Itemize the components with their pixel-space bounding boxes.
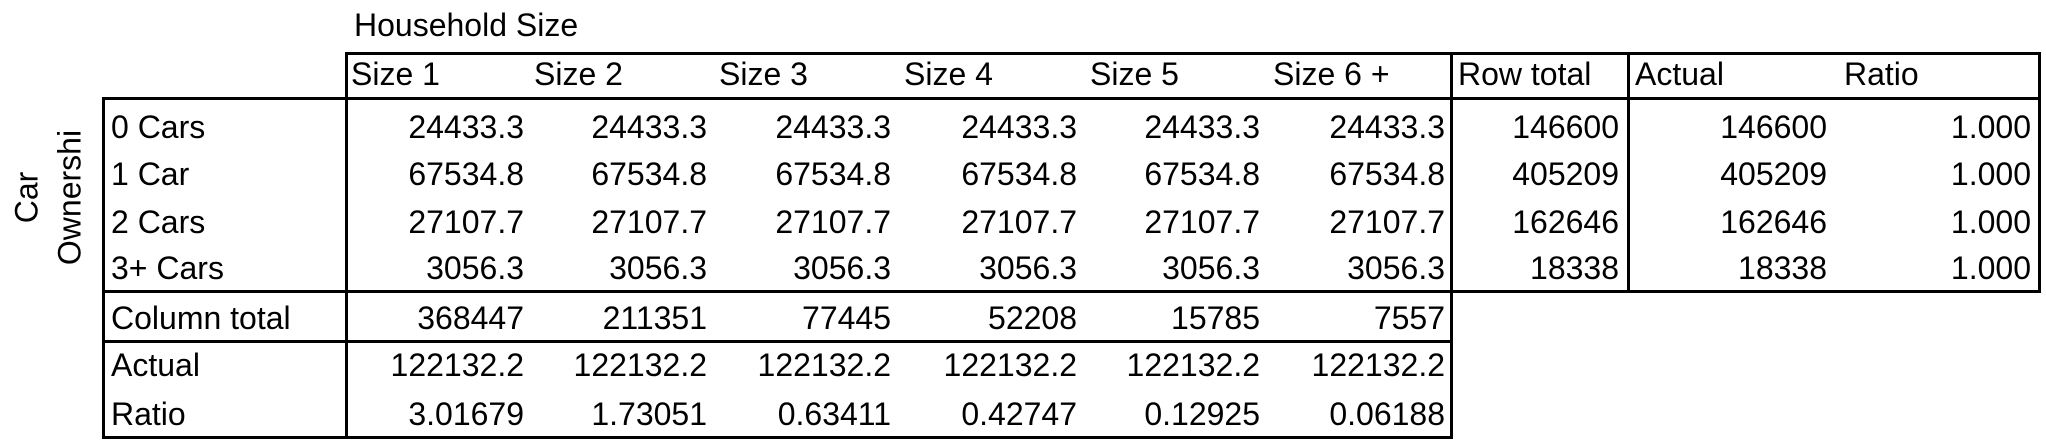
table-cell: 27107.7 xyxy=(1144,204,1260,240)
table-cell: 3056.3 xyxy=(426,250,524,286)
table-cell: 27107.7 xyxy=(408,204,524,240)
actual-row-cell: 122132.2 xyxy=(1311,347,1445,383)
ratio-cell: 1.000 xyxy=(1950,250,2031,286)
col-header-4: Size 4 xyxy=(904,56,993,92)
table-cell: 67534.8 xyxy=(1329,156,1445,192)
ratio-header: Ratio xyxy=(1844,56,1919,92)
ratio-row-cell: 0.12925 xyxy=(1144,396,1260,432)
column-total-cell: 368447 xyxy=(417,300,524,336)
body-actual-ratio-box xyxy=(1627,97,2041,293)
table-cell: 67534.8 xyxy=(408,156,524,192)
table-cell: 27107.7 xyxy=(1329,204,1445,240)
ratio-row-cell: 0.63411 xyxy=(777,396,891,432)
table-cell: 67534.8 xyxy=(591,156,707,192)
column-total-cell: 77445 xyxy=(802,300,891,336)
table-cell: 3056.3 xyxy=(609,250,707,286)
col-header-2: Size 2 xyxy=(534,56,623,92)
table-cell: 27107.7 xyxy=(591,204,707,240)
table-cell: 27107.7 xyxy=(961,204,1077,240)
col-header-5: Size 5 xyxy=(1090,56,1179,92)
table-cell: 3056.3 xyxy=(979,250,1077,286)
row-group-title-line2: Ownershi xyxy=(51,129,88,266)
ratio-row-cell: 3.01679 xyxy=(408,396,524,432)
row-label: 3+ Cars xyxy=(111,250,224,286)
ratio-cell: 1.000 xyxy=(1950,204,2031,240)
table-cell: 27107.7 xyxy=(775,204,891,240)
ratio-row-cell: 0.42747 xyxy=(961,396,1077,432)
actual-row-label: Actual xyxy=(111,347,200,383)
row-total-cell: 162646 xyxy=(1512,204,1619,240)
col-header-6: Size 6 + xyxy=(1273,56,1390,92)
col-header-1: Size 1 xyxy=(351,56,440,92)
actual-row-cell: 122132.2 xyxy=(943,347,1077,383)
table-cell: 24433.3 xyxy=(408,109,524,145)
ratio-row-label: Ratio xyxy=(111,396,186,432)
column-total-cell: 52208 xyxy=(988,300,1077,336)
row-label: 1 Car xyxy=(111,156,190,192)
table-cell: 3056.3 xyxy=(1347,250,1445,286)
actual-header: Actual xyxy=(1635,56,1724,92)
column-total-label: Column total xyxy=(111,300,291,336)
table-cell: 67534.8 xyxy=(961,156,1077,192)
column-total-divider xyxy=(345,290,348,439)
row-label: 2 Cars xyxy=(111,204,206,240)
table-cell: 24433.3 xyxy=(591,109,707,145)
table-cell: 67534.8 xyxy=(775,156,891,192)
row-total-cell: 146600 xyxy=(1512,109,1619,145)
ratio-row-cell: 0.06188 xyxy=(1329,396,1445,432)
column-total-cell: 7557 xyxy=(1373,300,1445,336)
ratio-cell: 1.000 xyxy=(1950,156,2031,192)
row-total-header: Row total xyxy=(1458,56,1592,92)
ratio-row-cell: 1.73051 xyxy=(591,396,707,432)
column-total-cell: 15785 xyxy=(1171,300,1260,336)
row-total-cell: 18338 xyxy=(1530,250,1619,286)
col-header-3: Size 3 xyxy=(719,56,808,92)
table-cell: 24433.3 xyxy=(1144,109,1260,145)
row-label: 0 Cars xyxy=(111,109,206,145)
table-cell: 3056.3 xyxy=(793,250,891,286)
table-cell: 3056.3 xyxy=(1162,250,1260,286)
table-cell: 67534.8 xyxy=(1144,156,1260,192)
actual-cell: 162646 xyxy=(1720,204,1827,240)
actual-row-cell: 122132.2 xyxy=(757,347,891,383)
table-cell: 24433.3 xyxy=(1329,109,1445,145)
row-total-cell: 405209 xyxy=(1512,156,1619,192)
actual-row-cell: 122132.2 xyxy=(573,347,707,383)
actual-cell: 146600 xyxy=(1720,109,1827,145)
table-cell: 24433.3 xyxy=(775,109,891,145)
actual-row-cell: 122132.2 xyxy=(1126,347,1260,383)
ratio-cell: 1.000 xyxy=(1950,109,2031,145)
actual-cell: 18338 xyxy=(1738,250,1827,286)
actual-row-cell: 122132.2 xyxy=(390,347,524,383)
actual-cell: 405209 xyxy=(1720,156,1827,192)
column-group-title: Household Size xyxy=(354,7,579,43)
actual-ratio-rows-box xyxy=(102,340,1453,439)
column-total-cell: 211351 xyxy=(602,300,707,336)
row-group-title-line1: Car xyxy=(8,171,45,224)
table-cell: 24433.3 xyxy=(961,109,1077,145)
